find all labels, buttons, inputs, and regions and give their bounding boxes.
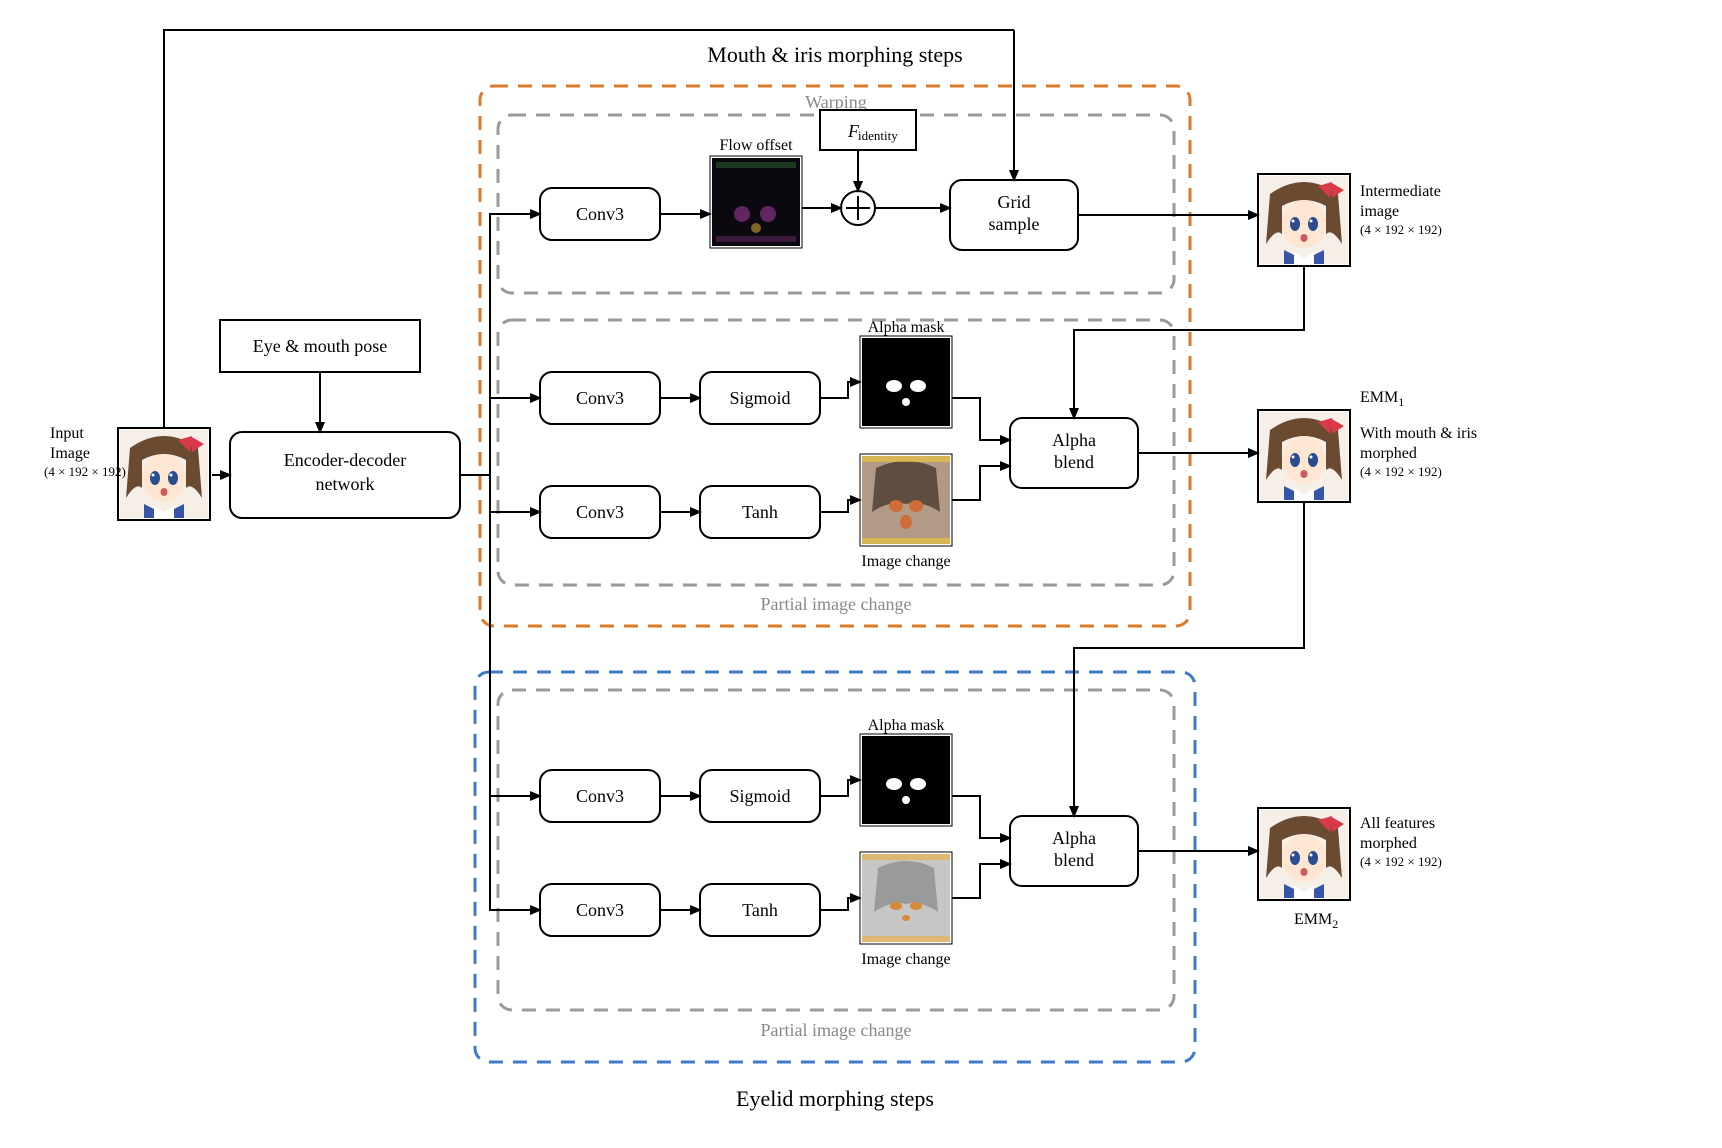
conv-tan1-label: Conv3 <box>576 502 624 522</box>
ab2-l1: Alpha <box>1052 828 1096 848</box>
sigmoid1-label: Sigmoid <box>729 388 790 408</box>
inter-l2: image <box>1360 203 1399 220</box>
ab2-l2: blend <box>1054 850 1094 870</box>
fidentity-sub: identity <box>858 128 898 143</box>
panel-orange <box>480 86 1190 626</box>
inter-l1: Intermediate <box>1360 183 1441 200</box>
tanh1-label: Tanh <box>742 502 778 522</box>
mask1-label: Alpha mask <box>868 319 945 336</box>
conv-warp-label: Conv3 <box>576 204 624 224</box>
flow-thumb <box>712 158 800 246</box>
encdec-l1: Encoder-decoder <box>284 450 407 470</box>
conv-sig2-label: Conv3 <box>576 786 624 806</box>
mask2-thumb <box>862 736 950 824</box>
sigmoid2-label: Sigmoid <box>729 786 790 806</box>
ab1-l1: Alpha <box>1052 430 1096 450</box>
encdec-l2: network <box>316 474 375 494</box>
conv-sig1-label: Conv3 <box>576 388 624 408</box>
grid-l2: sample <box>989 214 1040 234</box>
chg1-thumb <box>862 456 950 544</box>
emm1-desc1: With mouth & iris <box>1360 425 1477 442</box>
inter-dims: (4 × 192 × 192) <box>1360 222 1442 237</box>
emm2-dims: (4 × 192 × 192) <box>1360 854 1442 869</box>
input-image-dims: (4 × 192 × 192) <box>44 464 126 479</box>
partial2-label: Partial image change <box>761 1020 912 1040</box>
emm1-desc2: morphed <box>1360 445 1417 462</box>
input-image-thumb <box>120 430 208 518</box>
title-top: Mouth & iris morphing steps <box>707 42 962 67</box>
out-emm2-thumb <box>1260 810 1348 898</box>
out-emm1-thumb <box>1260 412 1348 500</box>
ab1-l2: blend <box>1054 452 1094 472</box>
flow-label: Flow offset <box>719 137 793 154</box>
mask1-thumb <box>862 338 950 426</box>
mask2-label: Alpha mask <box>868 717 945 734</box>
conv-tan2-label: Conv3 <box>576 900 624 920</box>
eye-mouth-pose-label: Eye & mouth pose <box>253 336 387 356</box>
chg1-label: Image change <box>861 553 950 570</box>
input-image-label-l1: Input <box>50 425 84 442</box>
diagram-canvas: Mouth & iris morphing steps Eyelid morph… <box>0 0 1722 1148</box>
grid-l1: Grid <box>998 192 1031 212</box>
emm2-desc2: morphed <box>1360 835 1417 852</box>
emm1-label: EMM1 <box>1360 389 1404 409</box>
tanh2-label: Tanh <box>742 900 778 920</box>
emm2-label: EMM2 <box>1294 911 1338 931</box>
emm2-desc1: All features <box>1360 815 1435 832</box>
out-inter-thumb <box>1260 176 1348 264</box>
emm1-dims: (4 × 192 × 192) <box>1360 464 1442 479</box>
chg2-label: Image change <box>861 951 950 968</box>
input-image-label-l2: Image <box>50 445 90 462</box>
chg2-thumb <box>862 854 950 942</box>
title-bottom: Eyelid morphing steps <box>736 1086 934 1111</box>
partial1-label: Partial image change <box>761 594 912 614</box>
